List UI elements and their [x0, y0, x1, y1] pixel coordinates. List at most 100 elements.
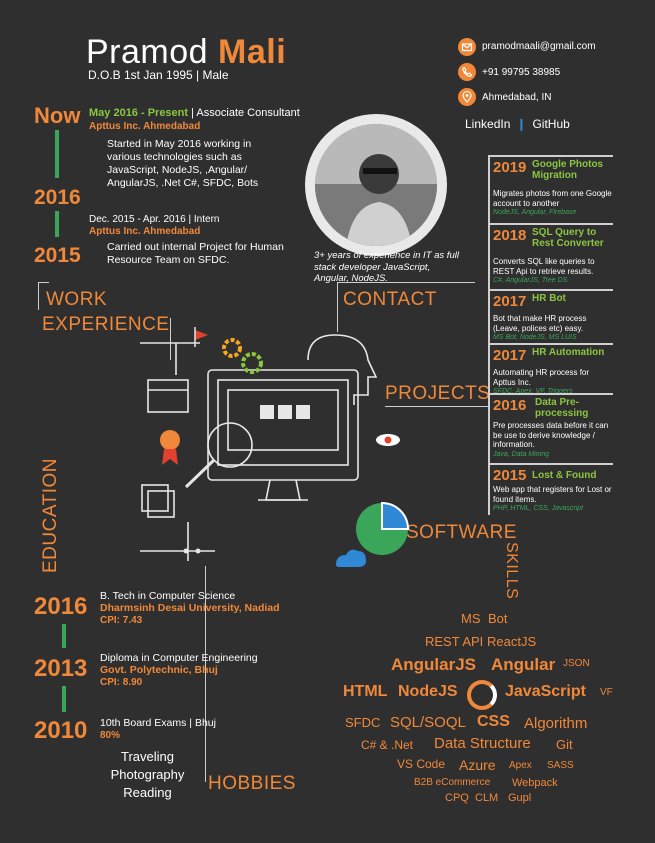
skill-item: MS — [461, 611, 481, 626]
section-experience: EXPERIENCE — [42, 314, 170, 335]
skill-item: Git — [556, 737, 573, 752]
dob-text: D.O.B 1st Jan 1995 | Male — [88, 68, 229, 82]
edu-score: CPI: 7.43 — [100, 615, 143, 626]
map-pin-icon — [458, 88, 476, 106]
skill-item: CLM — [475, 792, 499, 804]
job1-header: May 2016 - Present | Associate Consultan… — [89, 107, 324, 119]
skill-item: HTML — [343, 683, 388, 700]
edu-score: 80% — [100, 730, 121, 741]
project-title: Lost & Found — [532, 470, 597, 481]
skill-item: B2B eCommerce — [414, 777, 491, 788]
project-card: 2017 HR Automation Automating HR process… — [488, 343, 613, 395]
job2-org: Apttus Inc. Ahmedabad — [89, 226, 201, 237]
skill-item: CSS — [477, 713, 510, 730]
edu-degree: 10th Board Exams | Bhuj — [100, 717, 216, 729]
section-skills: SKILLS — [503, 542, 520, 600]
skill-item: JavaScript — [505, 683, 586, 700]
project-tech: NodeJS, Angular, Firebase — [493, 209, 577, 216]
work-line-h — [38, 282, 49, 283]
name-heading: Pramod Mali — [86, 33, 286, 72]
skill-item: VS Code — [397, 757, 446, 771]
skill-item: REST API — [425, 634, 484, 649]
skill-item: Angular — [491, 655, 556, 674]
work-line-2 — [170, 318, 171, 360]
work-line-v — [38, 282, 39, 310]
project-tech: Java, Data Mining — [493, 450, 550, 458]
hobby-item: Photography — [110, 767, 185, 782]
profile-photo — [305, 114, 447, 256]
skill-item: SFDC — [345, 715, 381, 730]
first-name: Pramod — [86, 33, 209, 71]
envelope-icon — [458, 38, 476, 56]
skill-item: Apex — [509, 760, 532, 771]
skill-item: SASS — [547, 760, 574, 771]
location-text: Ahmedabad, IN — [482, 92, 552, 103]
job1-period: May 2016 - Present — [89, 107, 189, 119]
project-desc: Pre processes data before it can be use … — [493, 421, 609, 449]
job2-desc: Carried out internal Project for Human R… — [107, 241, 284, 266]
skill-item: C# & .Net — [361, 738, 414, 752]
project-year: 2015 — [493, 467, 527, 484]
skill-item: ReactJS — [487, 634, 537, 649]
edu-year: 2010 — [34, 717, 88, 744]
project-desc: Web app that registers for Lost or found… — [493, 485, 612, 504]
skill-item: AngularJS — [391, 655, 477, 674]
edu-degree: Diploma in Computer Engineering — [100, 652, 258, 664]
contact-line-v — [337, 282, 338, 332]
project-desc: Converts SQL like queries to REST Api to… — [493, 257, 595, 276]
phone-icon — [458, 63, 476, 81]
work-year-2016: 2016 — [34, 186, 81, 209]
edu-year: 2016 — [34, 593, 88, 620]
project-title: SQL Query to Rest Converter — [532, 227, 604, 249]
skill-item: JSON — [563, 658, 590, 669]
skill-item: VF — [600, 687, 613, 698]
section-contact: CONTACT — [343, 289, 437, 310]
edu-bar-2 — [62, 686, 66, 712]
edu-school: Govt. Polytechnic, Bhuj — [100, 664, 218, 676]
project-desc: Automating HR process for Apttus Inc. — [493, 368, 590, 387]
tech-illustration — [140, 327, 410, 567]
project-card: 2016 Data Pre-processing Pre processes d… — [488, 393, 613, 463]
linkedin-link[interactable]: LinkedIn — [465, 117, 511, 131]
email-link[interactable]: pramodmaali@gmail.com — [482, 41, 596, 52]
hobbies-line — [205, 566, 206, 782]
skill-item: Data Structure — [434, 735, 531, 752]
job1-title: | Associate Consultant — [188, 107, 300, 119]
project-card: 2017 HR Bot Bot that make HR process (Le… — [488, 289, 613, 343]
project-tech: SFDC, Apex, VF, Triggers — [493, 388, 573, 395]
edu-school: Dharmsinh Desai University, Nadiad — [100, 602, 280, 614]
skill-item: Algorithm — [524, 715, 588, 732]
job1-org: Apttus Inc. Ahmedabad — [89, 121, 201, 132]
work-now-label: Now — [34, 103, 81, 128]
project-year: 2017 — [493, 293, 527, 310]
edu-year: 2013 — [34, 655, 88, 682]
skill-item: Gupl — [508, 792, 532, 804]
timeline-bar-2 — [55, 211, 59, 237]
skills-ring-icon — [467, 680, 497, 710]
skill-item: CPQ — [445, 792, 469, 804]
projects-line-h — [385, 406, 488, 407]
skill-item: Webpack — [512, 777, 558, 789]
project-card: 2015 Lost & Found Web app that registers… — [488, 463, 613, 515]
section-software: SOFTWARE — [406, 522, 517, 543]
edu-degree: B. Tech in Computer Science — [100, 590, 236, 602]
project-year: 2017 — [493, 347, 527, 364]
edu-bar-1 — [62, 624, 66, 648]
github-link[interactable]: GitHub — [532, 117, 570, 131]
link-separator: ❙ — [516, 117, 527, 131]
project-desc: Migrates photos from one Google account … — [493, 189, 612, 208]
edu-score: CPI: 8.90 — [100, 677, 143, 688]
summary-text: 3+ years of experience in IT as full sta… — [314, 250, 459, 284]
last-name: Mali — [218, 33, 287, 71]
contact-line — [337, 282, 475, 283]
project-tech: PHP, HTML, CSS, Javascript — [493, 505, 584, 512]
hobby-item: Reading — [123, 785, 172, 800]
skill-item: SQL/SOQL — [390, 714, 466, 731]
project-year: 2019 — [493, 159, 527, 176]
section-education: EDUCATION — [40, 458, 61, 573]
project-card: 2019 Google Photos Migration Migrates ph… — [488, 155, 613, 223]
hobby-item: Traveling — [121, 749, 174, 764]
project-year: 2018 — [493, 227, 527, 244]
hobbies-list: Traveling Photography Reading — [100, 748, 195, 802]
project-title: Data Pre-processing — [535, 397, 589, 419]
